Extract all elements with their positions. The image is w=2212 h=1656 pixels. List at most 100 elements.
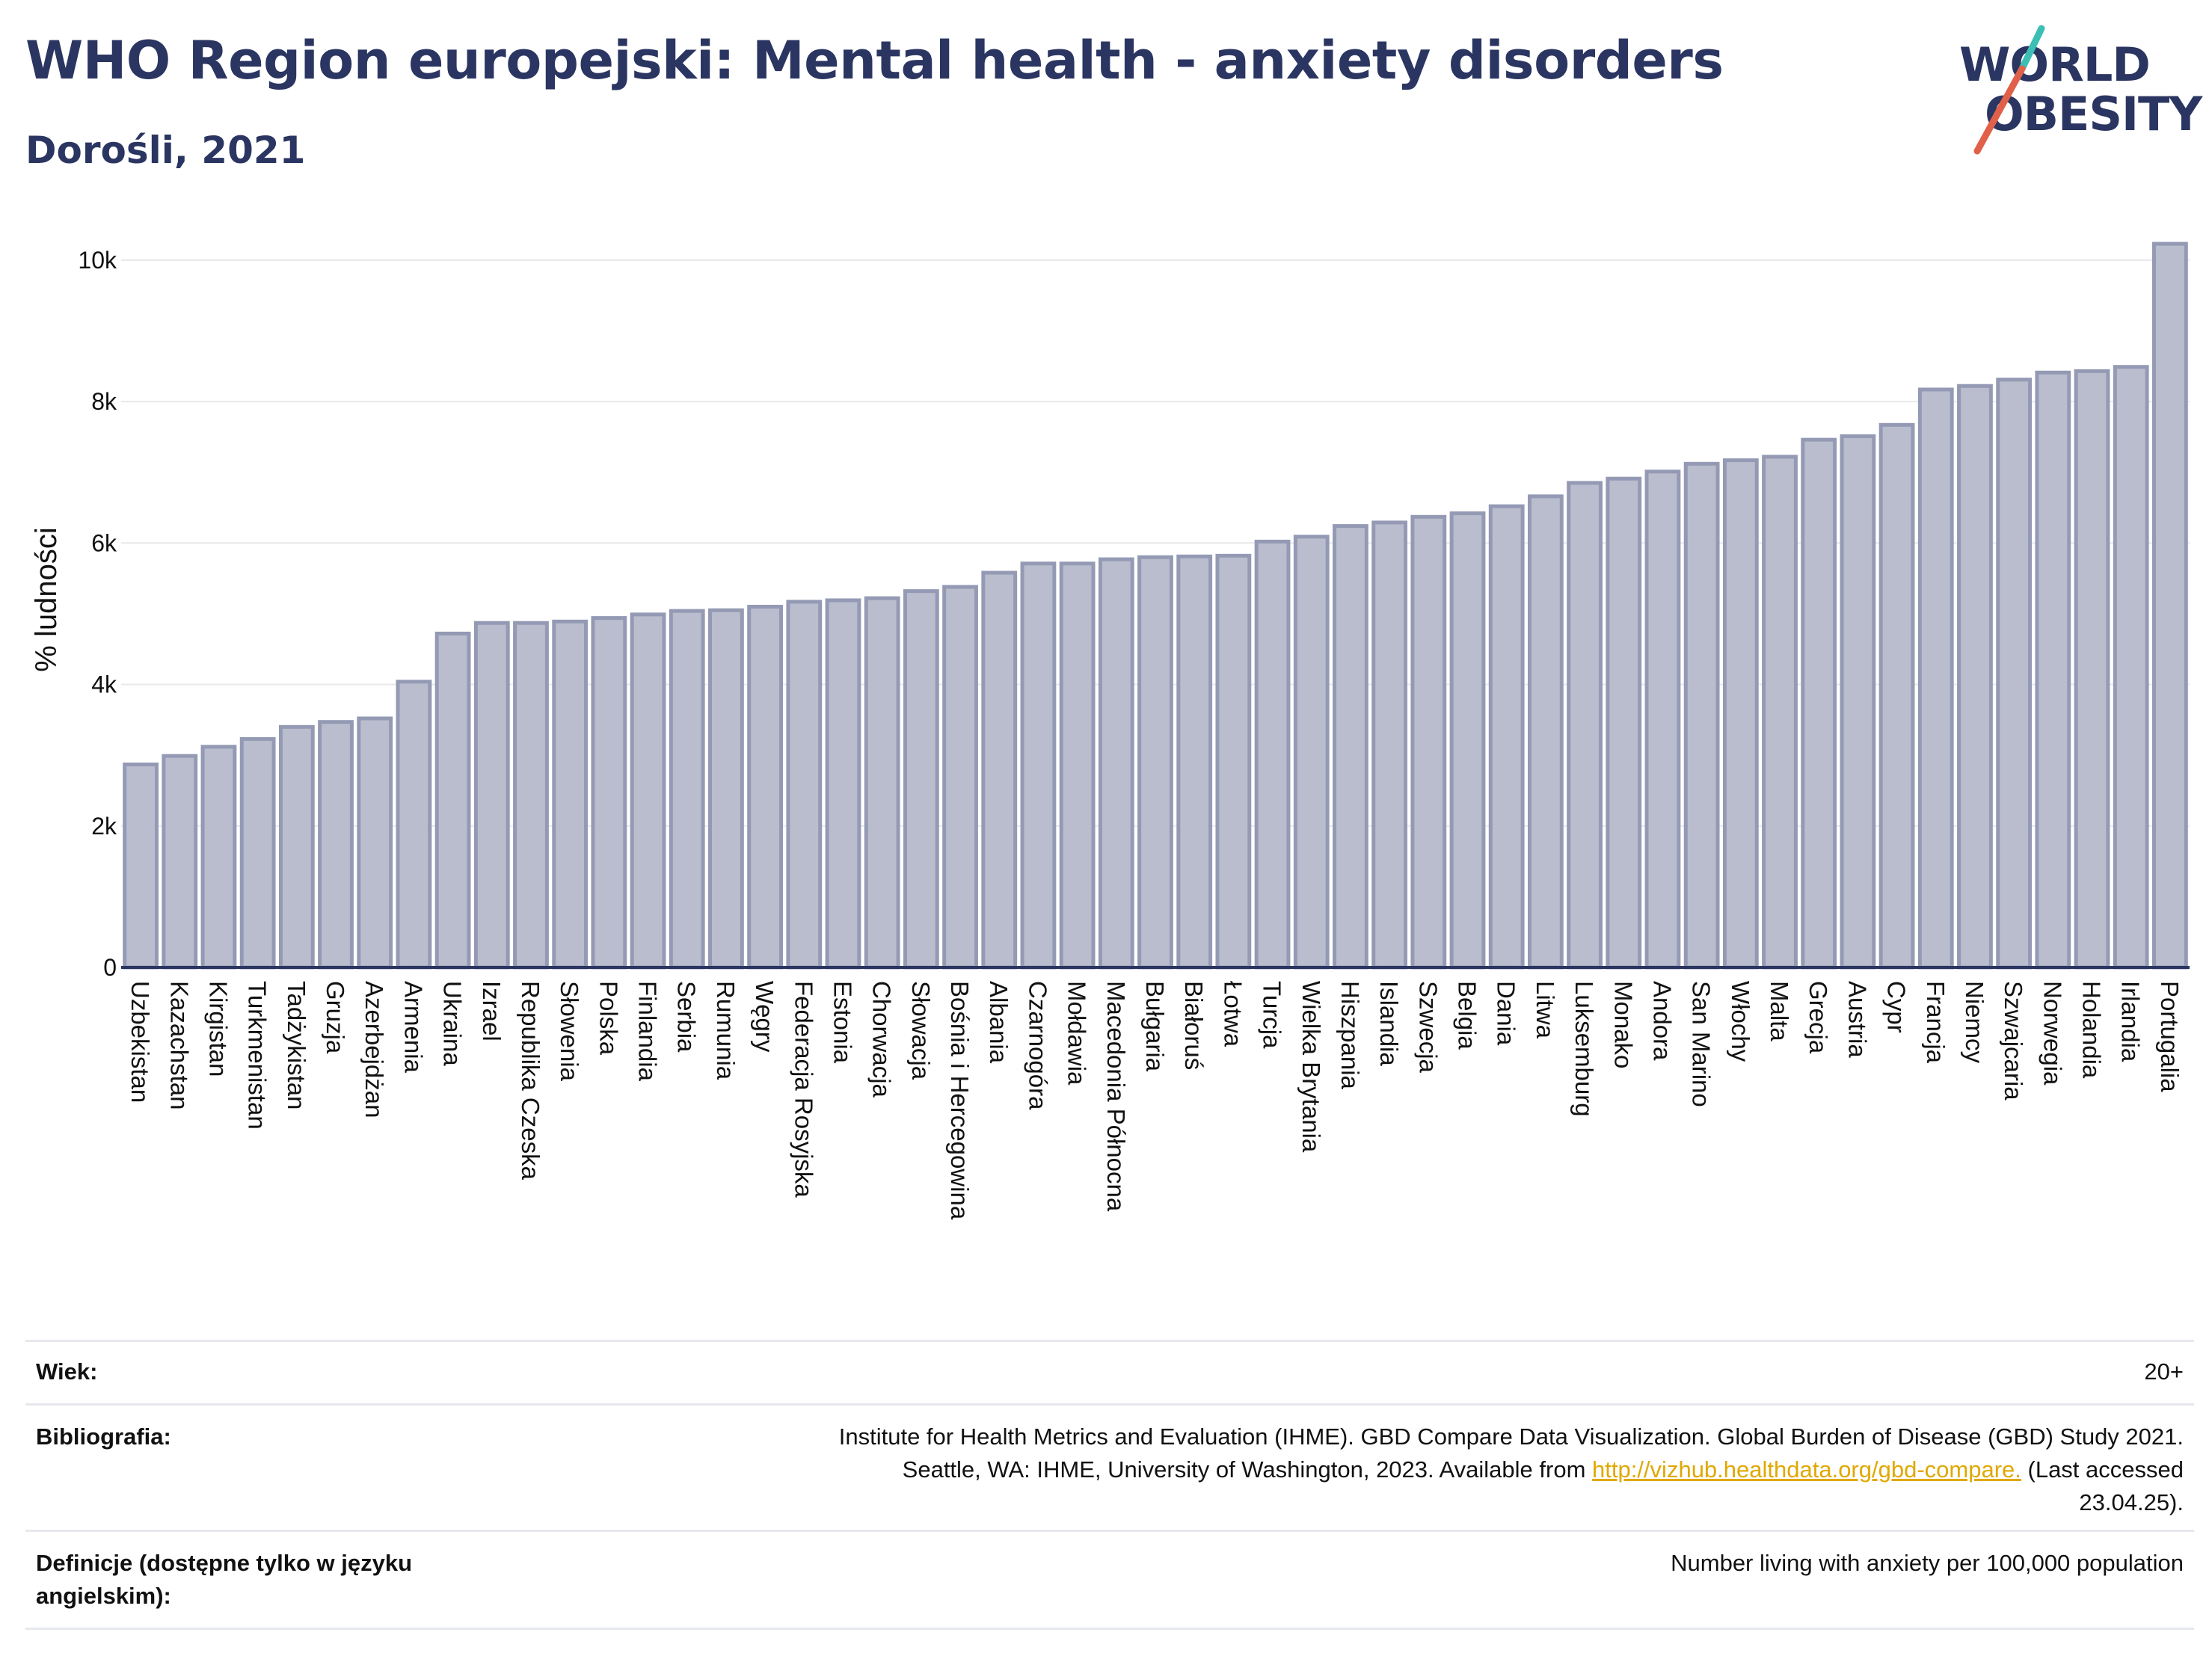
category-label: Kazachstan [165, 981, 193, 1109]
bar-43 [1801, 437, 1837, 970]
y-tick-label: 2k [91, 813, 117, 840]
meta-row-age: Wiek: 20+ [25, 1340, 2194, 1403]
bar-25 [1098, 557, 1134, 970]
bar-5 [318, 720, 354, 970]
bar-38 [1606, 476, 1642, 970]
bar-49 [2035, 370, 2071, 970]
bar-51 [2113, 365, 2149, 970]
bar-7 [396, 680, 432, 970]
category-label: Łotwa [1219, 981, 1247, 1047]
chart-subtitle: Dorośli, 2021 [25, 129, 306, 172]
category-label: Federacja Rosyjska [790, 981, 817, 1198]
category-label: Andora [1648, 981, 1676, 1061]
y-tick-label: 6k [91, 529, 117, 556]
logo-line-1: WORLD [1959, 37, 2151, 92]
bar-28 [1215, 553, 1252, 970]
chart-title: WHO Region europejski: Mental health - a… [25, 30, 1724, 91]
category-label: Uzbekistan [126, 981, 154, 1103]
category-label: Belgia [1454, 981, 1481, 1050]
y-axis-ticks: 0 2k 4k 6k 8k 10k [78, 247, 117, 981]
category-label: Malta [1766, 981, 1793, 1041]
category-label: Hiszpania [1336, 981, 1364, 1090]
category-label: Bośnia i Hercegowina [946, 981, 974, 1220]
category-label: Holandia [2078, 981, 2106, 1079]
category-label: Rumunia [712, 981, 740, 1080]
bar-6 [357, 716, 393, 970]
bibliography-line-3: 23.04.25). [2079, 1489, 2184, 1515]
logo-line-2: OBESITY [1985, 87, 2202, 141]
y-tick-label: 0 [103, 954, 117, 981]
category-label: Monako [1609, 981, 1637, 1068]
age-value: 20+ [2144, 1358, 2184, 1385]
bar-27 [1176, 554, 1213, 970]
bar-chart: 0 2k 4k 6k 8k 10k Uzbekistan Kazachstan Kirgist… [30, 241, 2190, 1220]
bar-40 [1683, 461, 1720, 970]
bar-50 [2074, 369, 2110, 970]
category-label: Cypr [1883, 981, 1911, 1033]
bar-20 [903, 589, 939, 970]
y-tick-label: 8k [91, 388, 117, 415]
category-label: Macedonia Północna [1102, 981, 1130, 1212]
category-label: Szwecja [1414, 981, 1442, 1074]
bar-26 [1137, 555, 1173, 970]
bar-18 [825, 598, 861, 970]
bibliography-line-2: Seattle, WA: IHME, University of Washing… [839, 1453, 2184, 1486]
bar-29 [1254, 539, 1291, 970]
category-label: Serbia [673, 981, 701, 1053]
category-label: Włochy [1727, 981, 1754, 1062]
category-label: Francja [1922, 981, 1950, 1064]
category-label: Kirgistan [204, 981, 232, 1077]
category-label: Estonia [829, 981, 856, 1064]
category-label: Ukraina [439, 981, 467, 1066]
bar-35 [1488, 504, 1525, 970]
definitions-label: Definicje (dostępne tylko w języku angie… [36, 1550, 413, 1609]
world-obesity-logo: WORLD OBESITY [1944, 22, 2202, 157]
bar-21 [942, 585, 978, 970]
category-label: Białoruś [1180, 981, 1208, 1070]
bar-52 [2152, 241, 2188, 970]
category-label: Irlandia [2117, 981, 2145, 1062]
bar-33 [1410, 514, 1447, 970]
bar-47 [1957, 384, 1993, 970]
definitions-value: Number living with anxiety per 100,000 p… [1671, 1550, 2184, 1576]
bar-24 [1059, 561, 1096, 970]
category-label: Turkmenistan [244, 981, 271, 1130]
bibliography-link[interactable]: http://vizhub.healthdata.org/gbd-compare… [1592, 1456, 2021, 1483]
bar-39 [1644, 470, 1681, 970]
category-label: Słowenia [556, 981, 583, 1082]
bar-46 [1917, 387, 1954, 970]
bars [123, 241, 2188, 970]
age-label: Wiek: [36, 1358, 98, 1385]
y-tick-label: 10k [78, 247, 117, 274]
y-tick-label: 4k [91, 671, 117, 698]
category-label: Grecja [1804, 981, 1832, 1054]
bar-2 [200, 745, 237, 970]
bar-15 [708, 608, 744, 970]
y-axis-title: % ludności [30, 527, 63, 671]
bar-9 [473, 621, 510, 970]
category-label: Wielka Brytania [1297, 981, 1325, 1153]
bar-30 [1293, 535, 1330, 970]
category-label: San Marino [1688, 981, 1715, 1107]
category-label: Luksemburg [1570, 981, 1598, 1117]
bibliography-value: Institute for Health Metrics and Evaluat… [839, 1420, 2184, 1519]
bar-23 [1020, 561, 1057, 970]
category-label: Norwegia [2039, 981, 2066, 1086]
bar-3 [239, 736, 276, 970]
category-label: Polska [595, 981, 622, 1056]
bar-0 [123, 762, 159, 970]
bar-36 [1527, 494, 1564, 970]
category-label: Bułgaria [1141, 981, 1169, 1072]
category-label: Finlandia [634, 981, 662, 1082]
meta-row-definitions: Definicje (dostępne tylko w języku angie… [25, 1530, 2194, 1630]
category-labels: Uzbekistan Kazachstan Kirgistan Turkmenista… [126, 981, 2184, 1220]
bibliography-prefix: Seattle, WA: IHME, University of Washing… [902, 1456, 1593, 1483]
category-label: Tadżykistan [283, 981, 310, 1109]
meta-row-bibliography: Bibliografia: Institute for Health Metri… [25, 1403, 2194, 1530]
category-label: Słowacja [907, 981, 935, 1080]
category-label: Armenia [399, 981, 427, 1074]
bar-1 [162, 754, 198, 970]
category-label: Mołdawia [1063, 981, 1091, 1086]
category-label: Niemcy [1961, 981, 1988, 1064]
category-label: Czarnogóra [1024, 981, 1051, 1110]
